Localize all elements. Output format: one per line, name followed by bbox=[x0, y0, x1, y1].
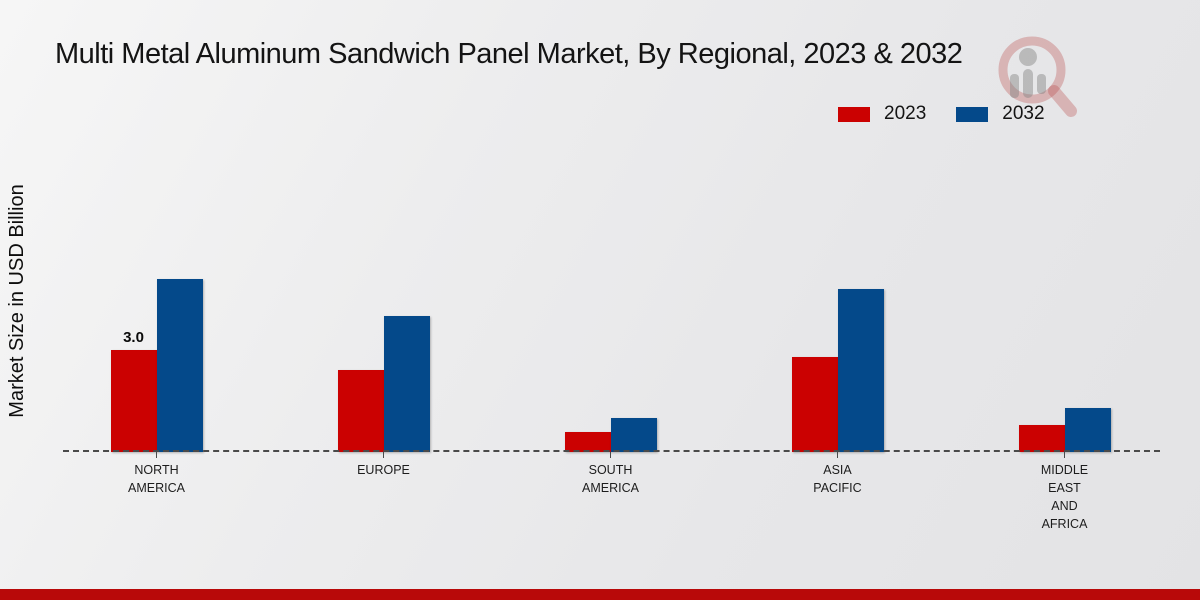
x-axis-baseline bbox=[63, 450, 1160, 452]
chart-title: Multi Metal Aluminum Sandwich Panel Mark… bbox=[55, 38, 963, 70]
legend-label-2032: 2032 bbox=[1002, 103, 1045, 124]
category-label-middle-east-and-africa: MIDDLE EAST AND AFRICA bbox=[1040, 463, 1089, 531]
bar-2032-europe bbox=[383, 316, 430, 452]
axis-tick-middle-east-and-africa bbox=[1064, 452, 1065, 458]
bar-value-label: 3.0 bbox=[123, 329, 144, 346]
axis-tick-south-america bbox=[610, 452, 611, 458]
axis-tick-europe bbox=[383, 452, 384, 458]
legend-item-2023: 2023 bbox=[838, 103, 926, 125]
category-label-north-america: NORTH AMERICA bbox=[128, 463, 185, 495]
bar-2023-north-america bbox=[110, 350, 157, 452]
category-label-europe: EUROPE bbox=[357, 463, 410, 477]
bar-2023-south-america bbox=[564, 431, 611, 452]
legend-item-2032: 2032 bbox=[956, 103, 1045, 125]
footer-bar bbox=[0, 589, 1200, 600]
legend-label-2023: 2023 bbox=[884, 103, 927, 124]
bar-2032-middle-east-and-africa bbox=[1064, 407, 1111, 452]
legend-swatch-2023 bbox=[838, 106, 870, 122]
bar-2023-middle-east-and-africa bbox=[1018, 424, 1065, 452]
category-label-asia-pacific: ASIA PACIFIC bbox=[813, 463, 862, 495]
bar-2023-asia-pacific bbox=[791, 356, 838, 452]
legend: 2023 2032 bbox=[838, 103, 1045, 125]
bar-2023-europe bbox=[337, 370, 384, 452]
bar-2032-south-america bbox=[610, 418, 657, 452]
legend-swatch-2032 bbox=[956, 106, 989, 122]
bar-2032-asia-pacific bbox=[837, 288, 884, 452]
y-axis-label: Market Size in USD Billion bbox=[6, 184, 28, 418]
category-label-south-america: SOUTH AMERICA bbox=[582, 463, 639, 495]
magnifier-person-logo-watermark bbox=[998, 30, 1082, 127]
bar-2032-north-america bbox=[156, 278, 203, 452]
axis-tick-asia-pacific bbox=[837, 452, 838, 458]
axis-tick-north-america bbox=[156, 452, 157, 458]
